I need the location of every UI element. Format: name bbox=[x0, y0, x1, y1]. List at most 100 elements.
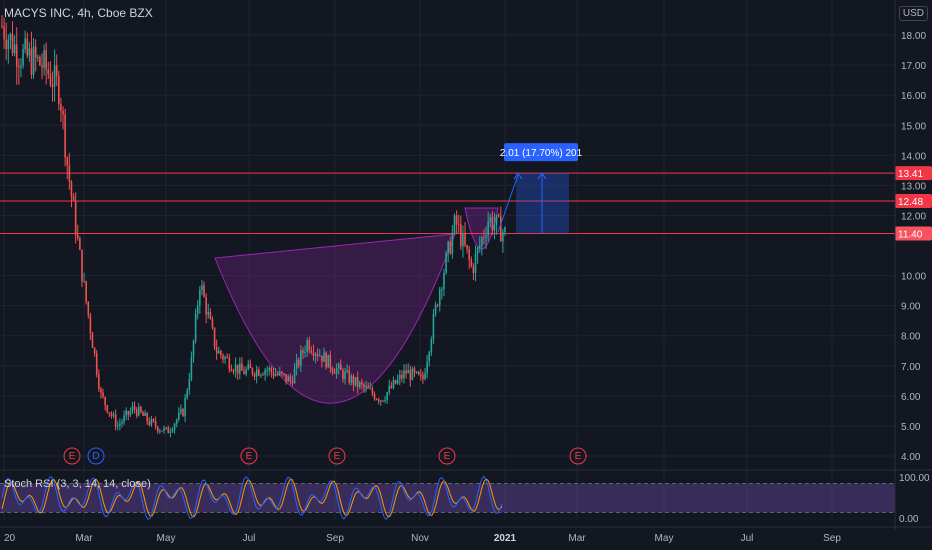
earnings-marker-5 bbox=[569, 447, 587, 465]
level-tag-2 bbox=[895, 226, 932, 241]
candle-body bbox=[215, 347, 218, 354]
time-tick-0: 20 bbox=[4, 533, 16, 544]
candle-body bbox=[483, 237, 485, 239]
candle-body bbox=[314, 353, 317, 356]
candle-body bbox=[1, 26, 3, 28]
candle-body bbox=[472, 266, 475, 274]
candle-body bbox=[121, 421, 123, 424]
candle-body bbox=[495, 215, 498, 225]
candle-body bbox=[232, 370, 235, 372]
candle-body bbox=[327, 354, 330, 368]
candle-body bbox=[325, 352, 327, 368]
candle-body bbox=[424, 373, 426, 380]
candle-body bbox=[390, 385, 393, 388]
candle-body bbox=[116, 425, 119, 427]
price-tick-13: 4.00 bbox=[901, 452, 921, 463]
candle-body bbox=[460, 224, 462, 247]
candle-body bbox=[106, 405, 109, 413]
candle-body bbox=[144, 412, 146, 416]
price-tick-4: 14.00 bbox=[901, 151, 926, 162]
candle-body bbox=[466, 245, 468, 250]
candle-body bbox=[169, 431, 172, 434]
candle-body bbox=[201, 285, 203, 290]
candle-body bbox=[453, 215, 456, 233]
candle-body bbox=[413, 368, 416, 373]
earnings-marker-label-1: D bbox=[92, 451, 99, 462]
candle-body bbox=[83, 281, 85, 283]
candle-body bbox=[478, 245, 481, 248]
symbol-legend[interactable]: MACYS INC, 4h, Cboe BZX bbox=[4, 6, 153, 20]
candle-body bbox=[108, 412, 111, 414]
earnings-marker-label-0: E bbox=[69, 451, 76, 462]
candle-body bbox=[502, 232, 504, 242]
candle-body bbox=[98, 374, 100, 389]
candle-body bbox=[62, 110, 64, 115]
candle-body bbox=[358, 382, 361, 387]
candle-body bbox=[129, 411, 132, 415]
candle-body bbox=[455, 215, 458, 225]
candle-body bbox=[131, 406, 134, 412]
candle-body bbox=[152, 419, 155, 422]
price-axis[interactable]: 18.00 17.00 16.00 15.00 14.00 13.00 12.00 10.00… bbox=[894, 0, 926, 530]
time-axis[interactable]: 20 Mar May Jul Sep Nov 2021 Mar May Jul Sep bbox=[0, 526, 932, 544]
time-tick-9: Jul bbox=[741, 533, 754, 544]
target-measure[interactable]: 2.01 (17.70%) 201 bbox=[497, 143, 583, 234]
candle-body bbox=[312, 352, 315, 356]
candle-body bbox=[87, 301, 90, 316]
candle-body bbox=[226, 357, 228, 359]
candle-body bbox=[300, 350, 302, 366]
candle-body bbox=[432, 314, 435, 340]
candle-body bbox=[504, 227, 506, 233]
earnings-marker-label-3: E bbox=[334, 451, 341, 462]
time-tick-6: 2021 bbox=[494, 533, 517, 544]
earnings-marker-1 bbox=[87, 447, 105, 465]
candle-body bbox=[260, 374, 262, 376]
candle-body bbox=[163, 427, 165, 431]
earnings-marker-label-5: E bbox=[575, 451, 582, 462]
candle-body bbox=[377, 399, 380, 402]
candle-body bbox=[344, 371, 346, 380]
candle-body bbox=[394, 380, 397, 384]
candle-body bbox=[45, 50, 47, 70]
earnings-marker-label-4: E bbox=[444, 451, 451, 462]
candle-body bbox=[5, 39, 8, 49]
candlestick-series bbox=[1, 15, 506, 438]
candle-body bbox=[119, 423, 121, 426]
candle-body bbox=[321, 355, 323, 362]
time-tick-2: May bbox=[157, 533, 176, 544]
candle-body bbox=[457, 224, 460, 226]
candle-body bbox=[159, 430, 161, 432]
candle-body bbox=[409, 370, 412, 380]
candle-body bbox=[209, 311, 212, 320]
candle-body bbox=[110, 413, 113, 416]
candle-body bbox=[329, 354, 332, 369]
candle-body bbox=[384, 399, 386, 402]
candle-body bbox=[445, 252, 447, 274]
candle-body bbox=[262, 374, 264, 376]
candle-body bbox=[270, 367, 273, 372]
stoch-rsi-legend[interactable]: Stoch RSI (3, 3, 14, 14, close) bbox=[4, 478, 151, 490]
candle-body bbox=[213, 327, 216, 348]
stoch-tick-1: 0.00 bbox=[899, 514, 919, 525]
currency-badge[interactable]: USD bbox=[898, 6, 928, 21]
time-tick-3: Jul bbox=[243, 533, 256, 544]
candle-body bbox=[66, 157, 69, 165]
time-tick-7: Mar bbox=[568, 533, 586, 544]
candle-body bbox=[7, 39, 10, 49]
time-tick-1: Mar bbox=[75, 533, 93, 544]
candle-body bbox=[239, 363, 241, 374]
candle-body bbox=[236, 364, 239, 374]
candle-body bbox=[396, 379, 399, 384]
candle-body bbox=[11, 33, 14, 54]
candle-body bbox=[194, 313, 197, 341]
level-tag-label-2: 11.40 bbox=[898, 229, 923, 240]
price-tick-12: 5.00 bbox=[901, 422, 921, 433]
level-tag-label-0: 13.41 bbox=[898, 169, 923, 180]
candle-body bbox=[91, 333, 94, 348]
candle-body bbox=[354, 377, 357, 385]
time-tick-4: Sep bbox=[326, 533, 344, 544]
candle-body bbox=[253, 374, 256, 377]
level-tag-1 bbox=[895, 194, 932, 209]
